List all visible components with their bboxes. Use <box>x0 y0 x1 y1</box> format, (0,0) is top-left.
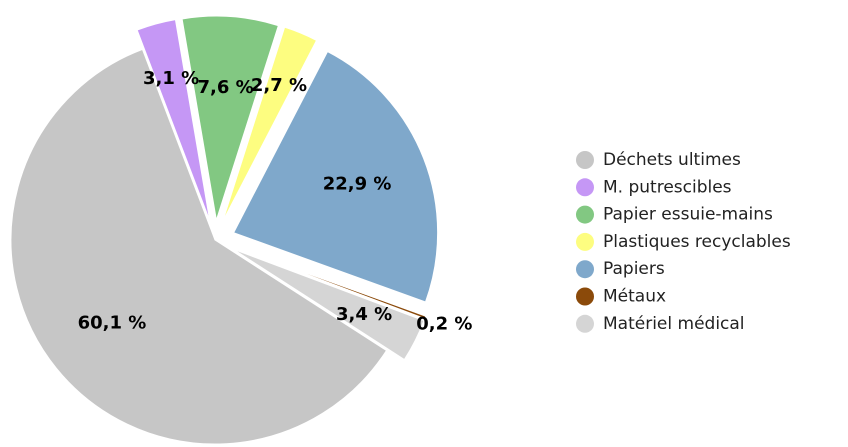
legend-marker <box>576 260 594 279</box>
value-label: 3,1 % <box>143 68 199 89</box>
pie-slice <box>232 50 439 303</box>
legend-marker <box>576 178 594 197</box>
pie-slice <box>233 246 427 320</box>
value-label: 7,6 % <box>198 77 254 98</box>
legend-marker <box>576 287 594 306</box>
legend-marker <box>576 205 594 224</box>
legend-label: Déchets ultimes <box>603 150 741 170</box>
legend-marker <box>576 151 594 169</box>
legend-label: Métaux <box>603 287 666 307</box>
pie-slice <box>10 48 388 445</box>
value-label: 60,1 % <box>78 312 147 333</box>
value-label: 2,7 % <box>251 75 307 96</box>
legend-label: Papiers <box>603 259 665 279</box>
legend-label: M. putrescibles <box>603 177 732 197</box>
pie-slice <box>222 26 318 222</box>
value-label: 0,2 % <box>416 313 472 334</box>
legend-label: Plastiques recyclables <box>603 232 791 252</box>
pie-slice <box>232 248 425 361</box>
pie-slice <box>181 15 279 221</box>
value-label: 3,4 % <box>336 304 392 325</box>
legend-label: Papier essuie-mains <box>603 205 773 225</box>
legend-marker <box>576 314 594 333</box>
legend-label: Matériel médical <box>603 314 745 334</box>
legend-marker <box>576 232 594 251</box>
value-label: 22,9 % <box>323 173 392 194</box>
pie-slice <box>136 19 211 221</box>
